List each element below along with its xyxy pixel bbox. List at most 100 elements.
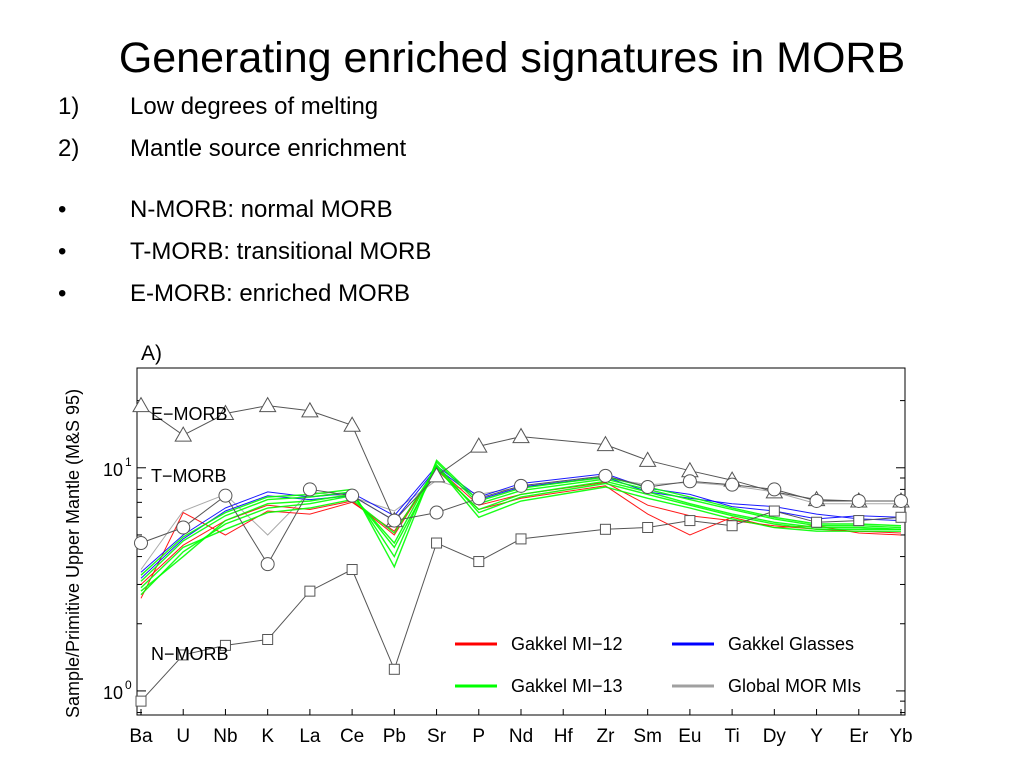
reference-label: N−MORB — [151, 644, 229, 664]
x-tick-label: Yb — [889, 726, 912, 747]
circle-marker — [345, 488, 360, 503]
x-tick-label: Er — [849, 726, 869, 747]
x-tick-label: Ce — [340, 726, 364, 747]
square-marker — [388, 663, 400, 675]
x-tick-label: La — [299, 726, 321, 747]
triangle-marker — [638, 451, 657, 467]
circle-marker — [851, 493, 866, 508]
square-marker — [177, 649, 189, 661]
y-tick-label: 10 — [103, 683, 123, 703]
x-tick-label: Dy — [763, 726, 787, 747]
bullet-marker: • — [58, 196, 67, 223]
legend-label: Gakkel MI−12 — [511, 634, 623, 654]
circle-marker — [809, 493, 824, 508]
y-axis-label: Sample/Primitive Upper Mantle (M&S 95) — [63, 389, 83, 718]
reference-line — [140, 475, 901, 566]
triangle-marker — [132, 396, 150, 413]
bullet-item: • T-MORB: transitional MORB — [58, 237, 958, 279]
legend-label: Gakkel Glasses — [728, 634, 854, 654]
circle-marker — [894, 493, 908, 508]
series-line — [140, 460, 902, 582]
circle-marker — [429, 505, 444, 520]
square-marker — [726, 520, 738, 532]
numbered-item: 1) Low degrees of melting — [58, 92, 958, 134]
x-tick-label: P — [472, 726, 485, 747]
circle-marker — [725, 477, 740, 492]
circle-marker — [682, 474, 697, 489]
x-tick-label: Eu — [678, 726, 701, 747]
bullet-list: • N-MORB: normal MORB • T-MORB: transiti… — [58, 195, 958, 321]
square-marker — [219, 639, 231, 651]
circle-marker — [134, 536, 148, 551]
reference-label: T−MORB — [151, 466, 227, 486]
triangle-marker — [174, 426, 193, 442]
x-tick-label: Sm — [633, 726, 662, 747]
circle-marker — [387, 513, 402, 528]
square-marker — [431, 537, 443, 549]
triangle-marker — [596, 435, 615, 452]
circle-marker — [767, 482, 782, 497]
bullet-marker: • — [58, 280, 67, 307]
square-marker — [473, 556, 485, 568]
x-tick-label: Y — [810, 726, 823, 747]
y-tick-label: 10 — [103, 460, 123, 480]
triangle-marker — [301, 401, 319, 418]
numbered-list: 1) Low degrees of melting 2) Mantle sour… — [58, 92, 958, 176]
triangle-marker — [343, 416, 361, 432]
square-marker — [135, 695, 147, 707]
circle-marker — [640, 480, 655, 495]
circle-marker — [176, 520, 191, 535]
reference-label: E−MORB — [151, 404, 228, 424]
y-tick-exponent: 0 — [125, 678, 132, 692]
triangle-marker — [427, 466, 446, 483]
series-line — [140, 463, 901, 596]
triangle-marker — [258, 396, 277, 413]
square-marker — [642, 521, 654, 533]
bullet-text: E-MORB: enriched MORB — [130, 280, 411, 307]
square-marker — [599, 523, 611, 535]
series-line — [140, 467, 902, 592]
bullet-item: • N-MORB: normal MORB — [58, 195, 958, 237]
slide-title: Generating enriched signatures in MORB — [118, 34, 906, 82]
circle-marker — [514, 478, 528, 493]
square-marker — [346, 564, 358, 576]
bullet-item: • E-MORB: enriched MORB — [58, 279, 958, 321]
legend-label: Gakkel MI−13 — [511, 676, 623, 696]
series-line — [140, 465, 901, 589]
x-tick-label: Ba — [129, 726, 153, 747]
x-tick-label: Pb — [383, 726, 406, 747]
x-tick-label: Hf — [554, 726, 574, 747]
circle-marker — [260, 557, 275, 572]
square-marker — [304, 585, 316, 597]
panel-label: A) — [141, 342, 162, 365]
x-tick-label: Nd — [509, 726, 533, 747]
list-number: 1) — [58, 93, 80, 120]
reference-line — [140, 510, 902, 702]
legend-label: Global MOR MIs — [728, 676, 861, 696]
reference-line — [140, 405, 901, 522]
triangle-marker — [469, 437, 488, 453]
y-tick-exponent: 1 — [125, 455, 132, 469]
x-tick-label: Sr — [427, 726, 447, 747]
bullet-text: T-MORB: transitional MORB — [130, 238, 432, 265]
list-text: Low degrees of melting — [130, 93, 379, 120]
square-marker — [515, 533, 527, 545]
circle-marker — [218, 488, 233, 503]
series-line — [140, 467, 902, 585]
square-marker — [768, 505, 780, 517]
list-text: Mantle source enrichment — [130, 135, 407, 162]
x-tick-label: Ti — [725, 726, 740, 747]
square-marker — [262, 633, 274, 645]
x-tick-label: K — [261, 726, 274, 747]
bullet-marker: • — [58, 238, 67, 265]
series-line — [140, 465, 902, 573]
x-tick-label: U — [176, 726, 190, 747]
square-marker — [684, 515, 696, 527]
circle-marker — [471, 491, 486, 506]
series-line — [140, 467, 902, 579]
list-number: 2) — [58, 135, 80, 162]
triangle-marker — [216, 404, 235, 421]
square-marker — [811, 516, 823, 528]
circle-marker — [302, 482, 317, 497]
x-tick-label: Nb — [213, 726, 237, 747]
